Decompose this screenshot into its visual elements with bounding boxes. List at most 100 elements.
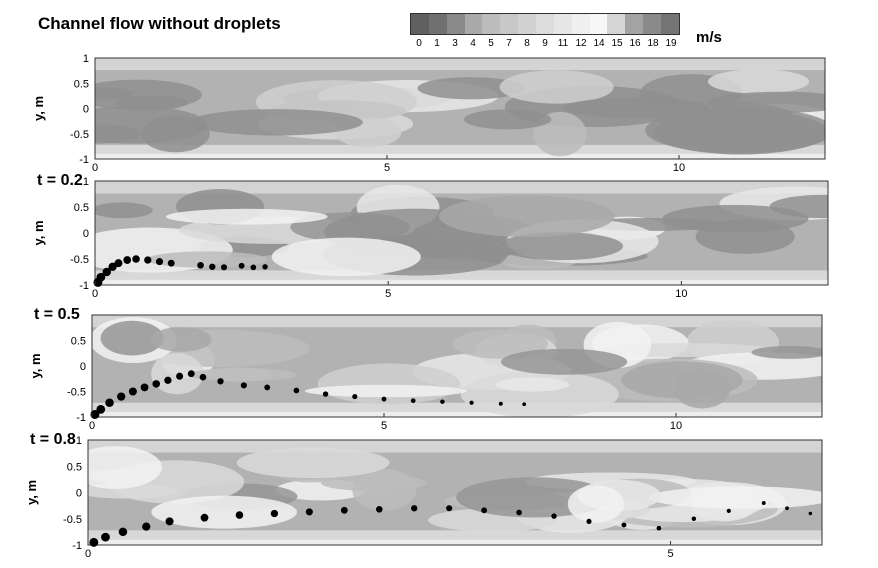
lower-wall-strip [88, 539, 822, 545]
velocity-blob [499, 70, 614, 104]
droplet-point [128, 387, 137, 396]
droplet-point [164, 376, 172, 384]
x-tick-label: 10 [675, 288, 687, 300]
droplet-cloud [89, 501, 813, 547]
legend-swatch [661, 14, 679, 34]
y-tick-label: 0.5 [74, 78, 89, 90]
droplet-point [217, 378, 224, 385]
legend-tick-label: 3 [452, 38, 458, 49]
legend-tick-label: 16 [629, 38, 641, 49]
x-tick-label: 10 [670, 420, 682, 432]
y-axis-label: y, m [24, 480, 39, 505]
velocity-blob [151, 495, 297, 529]
y-tick-label: 1 [76, 435, 82, 447]
droplet-point [165, 517, 174, 526]
droplet-point [411, 505, 418, 512]
y-tick-label: -0.5 [70, 129, 89, 141]
legend-colorbar [410, 13, 680, 35]
velocity-blob [649, 486, 822, 509]
velocity-blob [88, 446, 163, 489]
legend-tick-label: 15 [611, 38, 623, 49]
legend-tick-label: 8 [524, 38, 530, 49]
velocity-blob [165, 208, 328, 225]
panel-frame [87, 439, 823, 546]
droplet-point [785, 506, 789, 511]
droplet-point [200, 513, 209, 522]
velocity-blob [187, 368, 297, 382]
velocity-blob [189, 109, 363, 136]
legend-swatch [607, 14, 626, 34]
droplet-point [89, 537, 99, 547]
legend-tick-label: 7 [506, 38, 512, 49]
droplet-point [656, 525, 662, 531]
y-tick-label: 0.5 [67, 461, 82, 473]
panel-frame [91, 314, 823, 418]
y-tick-label: 0 [80, 361, 86, 373]
legend-tick-label: 14 [593, 38, 605, 49]
y-tick-label: 1 [83, 53, 89, 65]
y-tick-label: -1 [79, 154, 89, 166]
droplet-point [522, 402, 527, 407]
time-label: t = 0.8 [30, 431, 76, 448]
velocity-blob [417, 77, 525, 100]
droplet-point [726, 508, 731, 513]
upper-wall-band [88, 440, 822, 453]
legend-tick-label: 19 [665, 38, 677, 49]
droplet-point [481, 507, 488, 514]
droplet-point [352, 394, 358, 400]
y-tick-label: 0.5 [74, 202, 89, 214]
legend-tick-labels: 0 1 3 4 5 7 8 9 11 12 14 15 16 18 19 [410, 38, 680, 52]
velocity-blob [751, 345, 822, 359]
droplet-point [118, 527, 128, 537]
x-tick-label: 0 [85, 548, 91, 560]
droplet-point [340, 506, 348, 514]
y-tick-label: 0 [83, 228, 89, 240]
upper-wall-band [92, 315, 822, 328]
droplet-point [621, 522, 627, 528]
droplet-point [123, 256, 132, 264]
droplet-point [293, 387, 300, 394]
velocity-blob [304, 384, 467, 398]
droplet-point [142, 522, 151, 531]
legend-swatch [482, 14, 501, 34]
droplet-point [761, 501, 766, 505]
droplet-point [96, 272, 106, 282]
y-axis-label: y, m [28, 353, 43, 378]
velocity-blob [146, 251, 268, 268]
droplet-point [96, 404, 106, 414]
time-label: t = 0.5 [34, 306, 80, 323]
velocity-blob [452, 329, 548, 359]
velocity-blob [438, 195, 615, 238]
velocity-blob [352, 468, 417, 511]
legend-swatch [464, 14, 483, 34]
droplet-point [250, 264, 257, 271]
legend-tick-label: 4 [470, 38, 476, 49]
x-tick-label: 5 [385, 288, 391, 300]
droplet-point [101, 532, 110, 542]
droplet-point [808, 511, 813, 516]
chart-title: Channel flow without droplets [38, 14, 281, 33]
x-tick-label: 5 [381, 420, 387, 432]
droplet-point [235, 511, 244, 519]
droplet-point [102, 267, 111, 277]
velocity-blob [236, 447, 390, 479]
droplet-point [498, 401, 503, 406]
y-tick-label: -0.5 [70, 254, 89, 266]
velocity-blob [645, 107, 825, 154]
velocity-field [95, 181, 828, 285]
y-tick-label: 1 [83, 176, 89, 188]
x-tick-label: 0 [89, 420, 95, 432]
droplet-point [209, 263, 216, 270]
droplet-point [322, 391, 329, 397]
velocity-blob [495, 377, 570, 392]
velocity-field [88, 440, 822, 545]
droplet-point [264, 384, 271, 391]
y-tick-label: 0.5 [71, 336, 86, 348]
legend-swatch [589, 14, 608, 34]
velocity-blob [271, 237, 421, 277]
panel-3: 0 5 10 0.5 0 -0.5 -1 y, m t = 0.5 [28, 306, 823, 432]
upper-wall-band [95, 58, 825, 71]
legend-units: m/s [696, 29, 722, 46]
lower-wall-strip [92, 411, 822, 417]
